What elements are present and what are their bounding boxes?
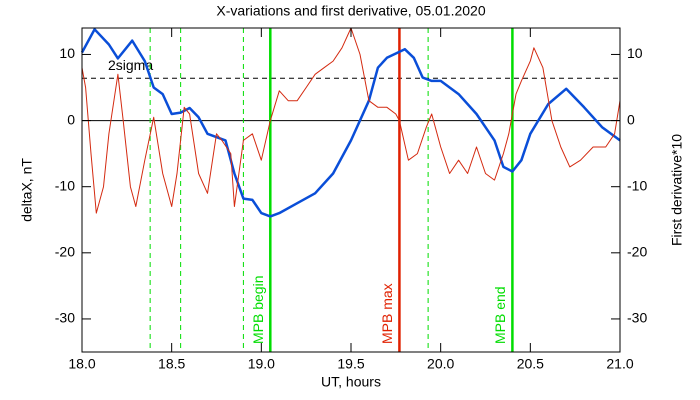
y-tick-label: -20 (55, 244, 75, 260)
y2-axis-label: First derivative*10 (669, 134, 685, 246)
y2-tick-label: -30 (627, 310, 647, 326)
plot-frame (81, 27, 621, 353)
data-line (81, 27, 621, 214)
reference-label: 2sigma (108, 57, 153, 73)
data-line (80, 28, 621, 218)
event-label: MPB begin (250, 276, 266, 344)
x-tick-label: 18.0 (68, 356, 95, 372)
x-tick-label: 21.0 (606, 356, 633, 372)
y-tick-label: 0 (67, 111, 75, 127)
event-label: MPB end (492, 286, 508, 344)
x-tick-label: 20.0 (427, 356, 454, 372)
x-tick-label: 20.5 (517, 356, 544, 372)
y-tick-label: -30 (55, 310, 75, 326)
x-axis-label: UT, hours (321, 374, 381, 390)
x-tick-label: 19.0 (248, 356, 275, 372)
y-tick-label: -10 (55, 177, 75, 193)
event-label: MPB max (379, 283, 395, 344)
x-tick-label: 19.5 (337, 356, 364, 372)
chart-title: X-variations and first derivative, 05.01… (216, 3, 485, 19)
y-tick-label: 10 (59, 45, 75, 61)
y2-tick-label: -10 (627, 177, 647, 193)
y-axis-label: deltaX, nT (19, 158, 35, 222)
x-tick-label: 18.5 (158, 356, 185, 372)
y2-tick-label: -20 (627, 244, 647, 260)
y2-tick-label: 10 (627, 45, 643, 61)
y2-tick-label: 0 (627, 111, 635, 127)
